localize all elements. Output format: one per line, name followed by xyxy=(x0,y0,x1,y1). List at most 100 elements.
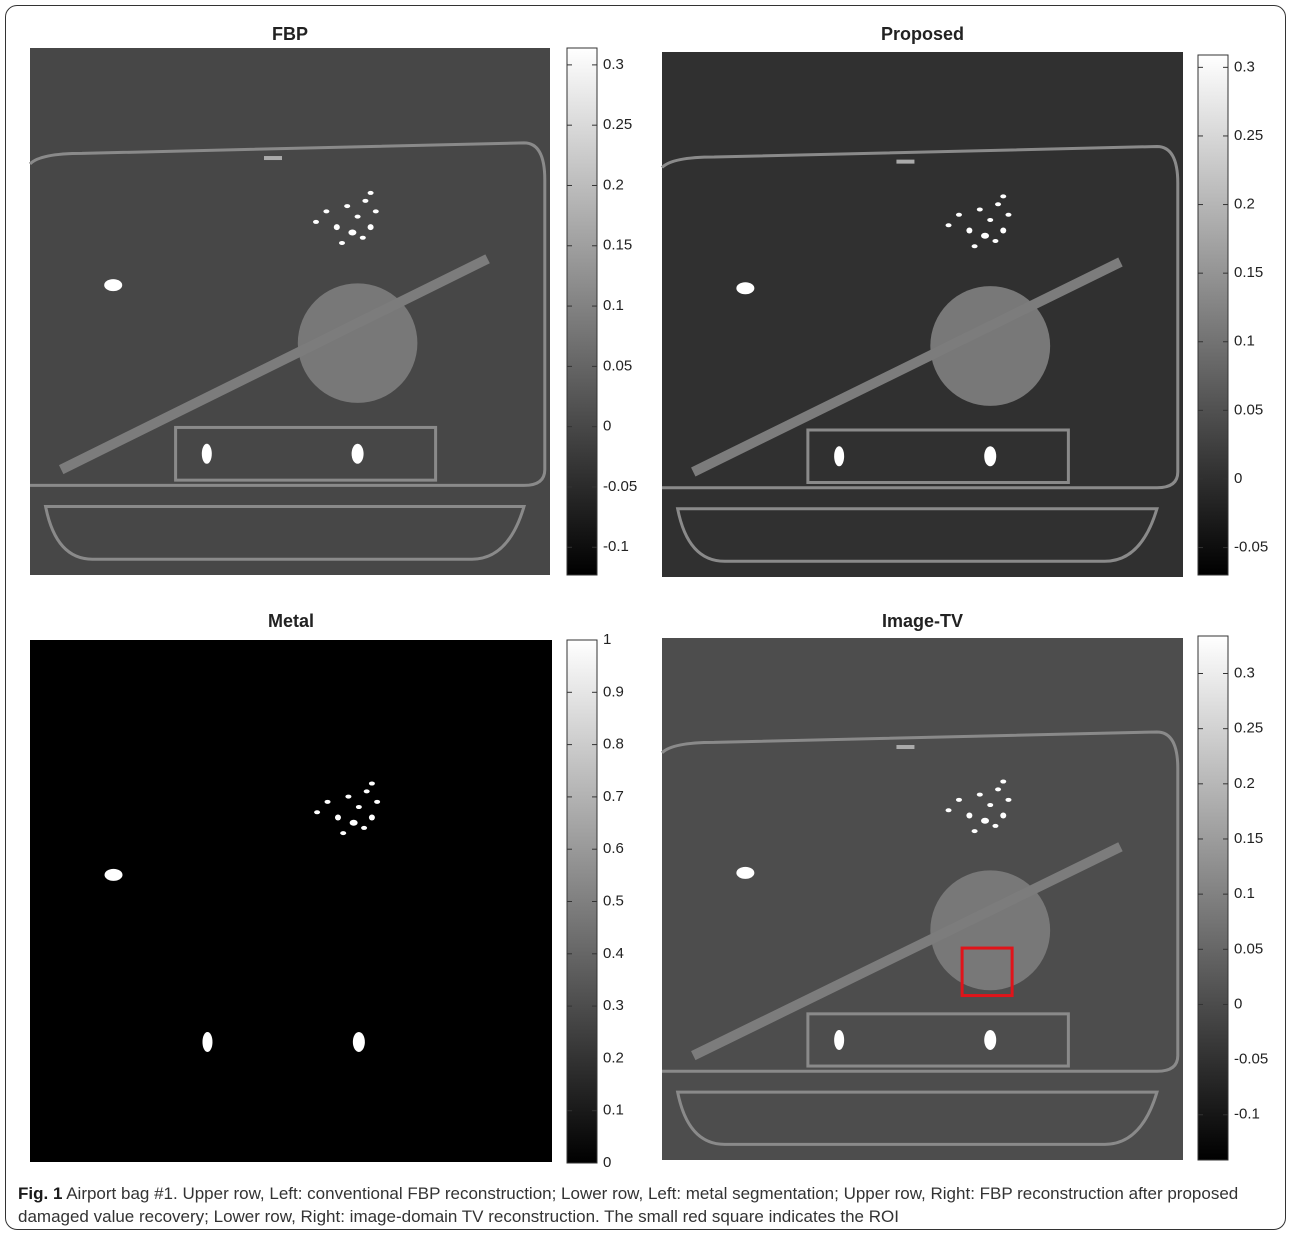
metal-object xyxy=(984,446,996,466)
metal-object xyxy=(1000,780,1006,784)
metal-object xyxy=(369,782,375,786)
metal-object xyxy=(369,814,375,820)
panel-image xyxy=(30,48,550,575)
metal-object xyxy=(361,826,367,830)
colorbar-tick-label: 0.3 xyxy=(1234,58,1255,75)
image-background xyxy=(662,52,1183,577)
image-background xyxy=(662,638,1183,1160)
colorbar-tick-label: -0.05 xyxy=(1234,539,1268,556)
metal-object xyxy=(202,444,212,464)
colorbar-tick-label: -0.1 xyxy=(603,538,629,555)
colorbar-tick-label: 0.2 xyxy=(1234,775,1255,792)
colorbar-tick-label: 0 xyxy=(1234,995,1242,1012)
colorbar-tick-label: 0.2 xyxy=(603,176,624,193)
metal-object xyxy=(368,191,374,195)
colorbar-tick-label: 0.15 xyxy=(1234,830,1263,847)
metal-object xyxy=(350,820,358,826)
metal-object xyxy=(355,215,361,219)
metal-object xyxy=(1000,194,1006,198)
metal-object xyxy=(984,1030,996,1050)
metal-object xyxy=(977,793,983,797)
metal-object xyxy=(340,831,346,835)
metal-object xyxy=(339,241,345,245)
colorbar-tick-label: 0.7 xyxy=(603,788,624,805)
metal-object xyxy=(202,1032,212,1052)
colorbar-tick-label: 0.05 xyxy=(603,357,632,374)
metal-object xyxy=(314,810,320,814)
handle xyxy=(896,745,914,749)
metal-object xyxy=(345,795,351,799)
metal-object xyxy=(987,803,993,807)
colorbar-tick-label: -0.05 xyxy=(603,478,637,495)
panel-title: Proposed xyxy=(881,24,964,44)
metal-object xyxy=(104,279,122,291)
colorbar-tick-label: 0.9 xyxy=(603,683,624,700)
colorbar-tick-label: 0 xyxy=(603,1154,611,1171)
metal-object xyxy=(977,208,983,212)
colorbar-tick-label: -0.1 xyxy=(1234,1106,1260,1123)
colorbar-tick-label: 0.25 xyxy=(1234,127,1263,144)
metal-object xyxy=(972,244,978,248)
metal-object xyxy=(348,229,356,235)
colorbar-tick-label: 0.1 xyxy=(1234,333,1255,350)
metal-object xyxy=(946,808,952,812)
panel-image xyxy=(662,52,1183,577)
colorbar-tick-label: 0.05 xyxy=(1234,401,1263,418)
colorbar-tick-label: 0.6 xyxy=(603,840,624,857)
metal-object xyxy=(362,199,368,203)
colorbar-tick-label: 0.1 xyxy=(1234,885,1255,902)
metal-object xyxy=(1000,228,1006,234)
metal-object xyxy=(736,282,754,294)
panel-title: Image-TV xyxy=(882,611,963,631)
handle xyxy=(264,156,282,160)
panel-title: FBP xyxy=(272,24,308,44)
colorbar-tick-label: 0.5 xyxy=(603,892,624,909)
panel-image xyxy=(30,640,552,1162)
colorbar-tick-label: -0.05 xyxy=(1234,1051,1268,1068)
colorbar-tick-label: 0.2 xyxy=(603,1049,624,1066)
metal-object xyxy=(334,224,340,230)
metal-object xyxy=(992,239,998,243)
metal-object xyxy=(368,224,374,230)
metal-object xyxy=(344,204,350,208)
colorbar-tick-label: 0.05 xyxy=(1234,940,1263,957)
handle xyxy=(896,160,914,164)
metal-object xyxy=(956,798,962,802)
caption-label: Fig. 1 xyxy=(18,1184,62,1203)
colorbar xyxy=(1198,55,1228,575)
figure: FBP 0.3 0.25 0.2 0.15 0.1 0.05 0 -0.05 -0.1 Propos… xyxy=(0,0,1293,1180)
colorbar-tick-label: 0.3 xyxy=(1234,664,1255,681)
colorbar-tick-label: 0.1 xyxy=(603,297,624,314)
metal-object xyxy=(981,818,989,824)
metal-object xyxy=(834,446,844,466)
colorbar-tick-label: 0.4 xyxy=(603,945,624,962)
metal-object xyxy=(364,789,370,793)
metal-object xyxy=(966,812,972,818)
metal-object xyxy=(360,236,366,240)
colorbar-tick-label: 0.15 xyxy=(603,237,632,254)
metal-object xyxy=(966,228,972,234)
panel-image xyxy=(662,638,1183,1160)
caption: Fig. 1 Airport bag #1. Upper row, Left: … xyxy=(18,1182,1268,1228)
metal-object xyxy=(992,824,998,828)
page: FBP 0.3 0.25 0.2 0.15 0.1 0.05 0 -0.05 -0.1 Propos… xyxy=(0,0,1293,1237)
metal-object xyxy=(736,867,754,879)
colorbar-tick-label: 1 xyxy=(603,631,611,648)
panel-title: Metal xyxy=(268,611,314,631)
metal-object xyxy=(335,814,341,820)
colorbar-tick-label: 0.15 xyxy=(1234,264,1263,281)
metal-object xyxy=(105,869,123,881)
colorbar-tick-label: 0.25 xyxy=(1234,720,1263,737)
colorbar xyxy=(567,48,597,575)
metal-object xyxy=(356,805,362,809)
image-background xyxy=(30,48,550,575)
metal-object xyxy=(353,1032,365,1052)
colorbar-tick-label: 0 xyxy=(603,418,611,435)
metal-object xyxy=(972,829,978,833)
caption-text: Airport bag #1. Upper row, Left: convent… xyxy=(18,1184,1238,1226)
metal-object xyxy=(1000,812,1006,818)
metal-object xyxy=(374,800,380,804)
metal-object xyxy=(313,220,319,224)
metal-object xyxy=(1005,213,1011,217)
metal-object xyxy=(323,209,329,213)
